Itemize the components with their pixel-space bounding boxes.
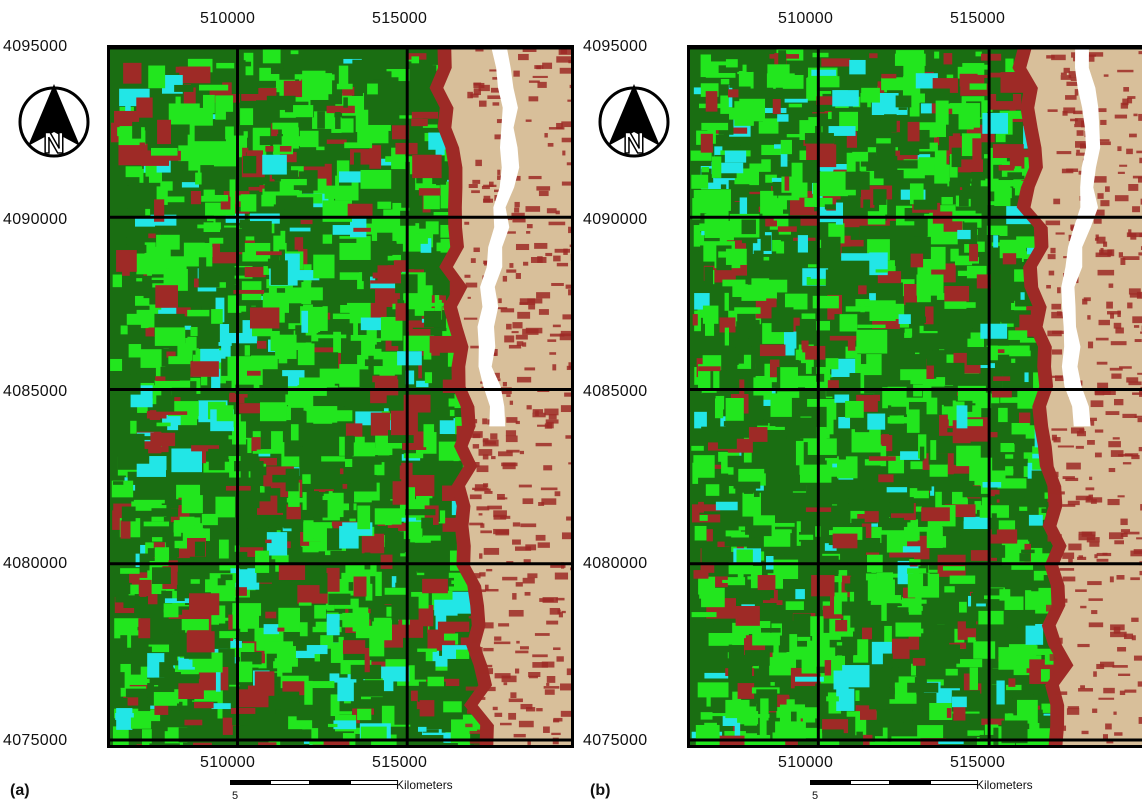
scale-segment: [850, 780, 890, 785]
classified-map-b: [687, 45, 1142, 748]
scale-unit-label: Kilometers: [396, 778, 453, 792]
y-tick-4075000: 4075000: [3, 732, 68, 749]
north-letter: N: [43, 127, 65, 160]
landcover-raster-a: [110, 48, 571, 745]
map-panel-b: 510000 515000 4095000 4090000 4085000 40…: [580, 0, 1142, 807]
scale-bar-b: Kilometers 5: [810, 776, 1050, 806]
north-arrow-icon: N: [14, 78, 94, 161]
north-letter: N: [623, 127, 645, 160]
y-tick-4090000: 4090000: [3, 211, 68, 228]
scale-segment: [930, 780, 978, 785]
scale-number-label: 5: [232, 790, 239, 802]
x-tick-top-515000: 515000: [372, 10, 428, 27]
scale-number-label: 5: [812, 790, 819, 802]
y-tick-4080000: 4080000: [3, 555, 68, 572]
y-tick-4080000: 4080000: [583, 555, 648, 572]
scale-bar-a: Kilometers 5: [230, 776, 470, 806]
scale-segment: [810, 780, 850, 785]
x-tick-bottom-515000: 515000: [950, 754, 1006, 771]
panel-label-a: (a): [10, 782, 30, 799]
scale-segment: [350, 780, 398, 785]
panel-label-b: (b): [590, 782, 611, 799]
y-tick-4095000: 4095000: [583, 38, 648, 55]
y-tick-4090000: 4090000: [583, 211, 648, 228]
x-tick-bottom-510000: 510000: [778, 754, 834, 771]
scale-unit-label: Kilometers: [976, 778, 1033, 792]
x-tick-bottom-510000: 510000: [200, 754, 256, 771]
scale-segment: [270, 780, 310, 785]
scale-segment: [230, 780, 270, 785]
y-tick-4085000: 4085000: [3, 383, 68, 400]
x-tick-top-510000: 510000: [778, 10, 834, 27]
classified-map-a: [107, 45, 574, 748]
landcover-raster-b: [690, 48, 1142, 745]
x-tick-bottom-515000: 515000: [372, 754, 428, 771]
scale-segment: [890, 780, 930, 785]
north-arrow-icon: N: [594, 78, 674, 161]
y-tick-4085000: 4085000: [583, 383, 648, 400]
y-tick-4075000: 4075000: [583, 732, 648, 749]
x-tick-top-510000: 510000: [200, 10, 256, 27]
x-tick-top-515000: 515000: [950, 10, 1006, 27]
y-tick-4095000: 4095000: [3, 38, 68, 55]
scale-segment: [310, 780, 350, 785]
map-panel-a: 510000 515000 4095000 4090000 4085000 40…: [3, 10, 574, 806]
